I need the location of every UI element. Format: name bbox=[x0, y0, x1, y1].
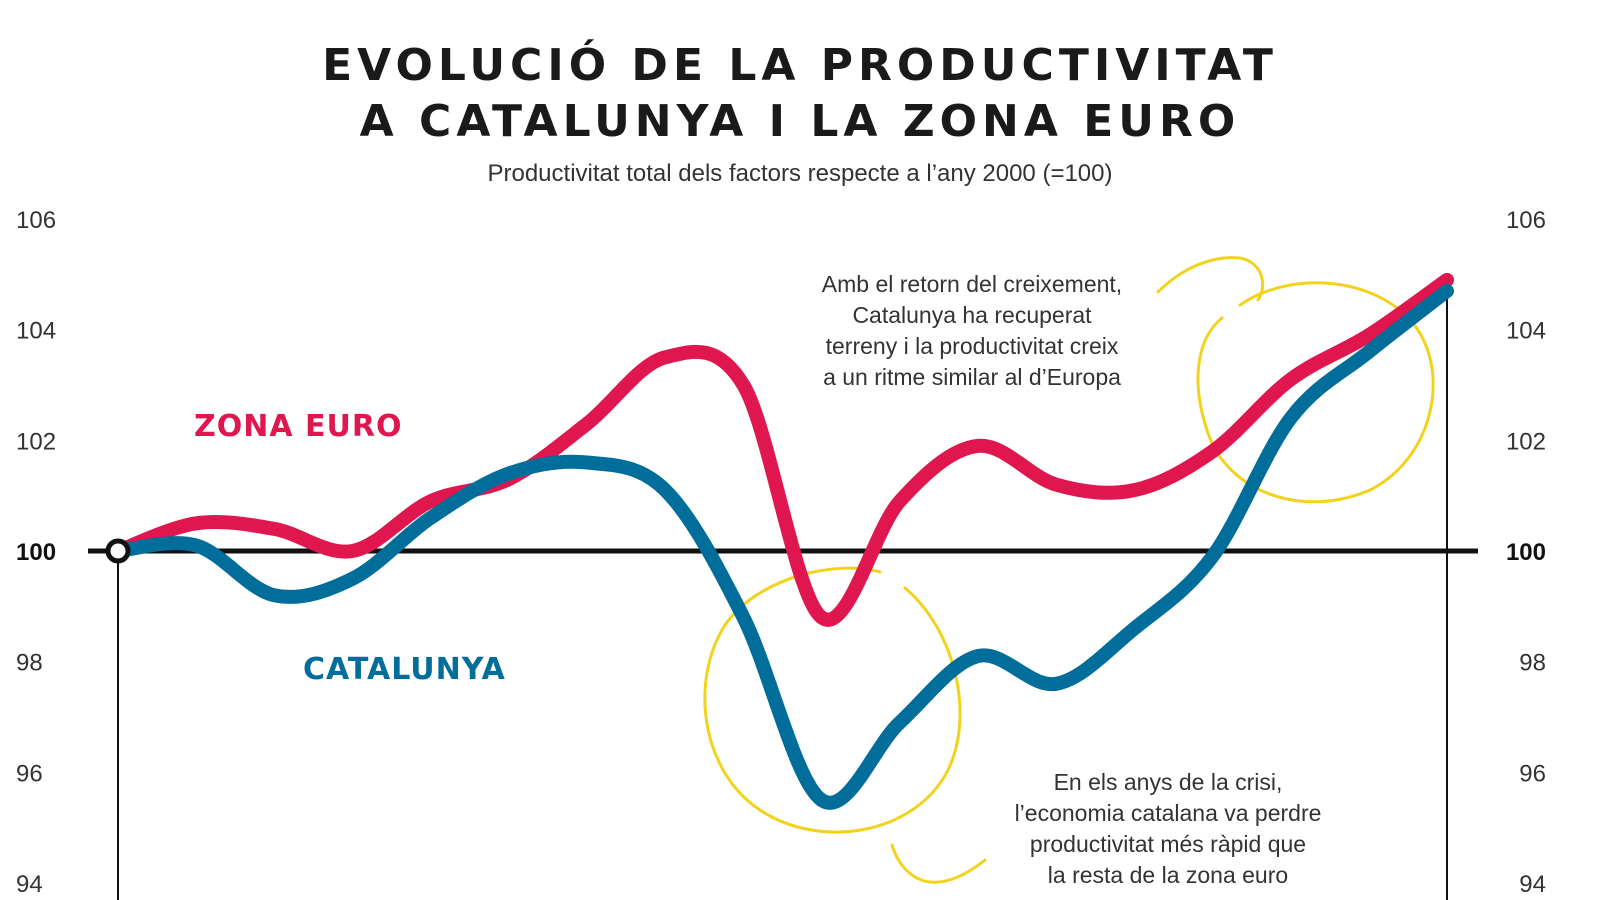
chart-subtitle: Productivitat total dels factors respect… bbox=[487, 160, 1113, 187]
y-tick-right-94: 94 bbox=[1519, 871, 1546, 898]
y-tick-left-106: 106 bbox=[16, 207, 56, 234]
crisis-highlight-tail bbox=[890, 843, 987, 884]
series-line-zona-euro bbox=[111, 272, 1454, 627]
chart-title: EVOLUCIÓ DE LA PRODUCTIVITAT A CATALUNYA… bbox=[0, 38, 1600, 150]
annotation-recovery: Amb el retorn del creixement, Catalunya h… bbox=[822, 271, 1122, 390]
recovery-highlight-tail bbox=[1156, 256, 1265, 302]
series-lines bbox=[105, 272, 1454, 810]
y-tick-left-96: 96 bbox=[16, 760, 43, 787]
chart-labels: ZONA EURO CATALUNYA Amb el retorn del crei… bbox=[194, 271, 1321, 888]
annotation-recovery-line-4: a un ritme similar al d’Europa bbox=[823, 364, 1121, 390]
y-tick-right-98: 98 bbox=[1519, 650, 1546, 677]
annotation-recovery-line-3: terreny i la productivitat creix bbox=[826, 333, 1119, 359]
origin-marker bbox=[105, 538, 131, 564]
chart-axes: 94 94 96 96 98 98 100 100 102 102 104 104 106 106 bbox=[16, 207, 1546, 900]
y-tick-left-100: 100 bbox=[16, 539, 56, 566]
chart-title-line-1: EVOLUCIÓ DE LA PRODUCTIVITAT bbox=[322, 40, 1278, 91]
y-tick-left-104: 104 bbox=[16, 318, 56, 345]
series-label-catalunya: CATALUNYA bbox=[303, 652, 506, 687]
y-tick-right-104: 104 bbox=[1506, 318, 1546, 345]
crisis-highlight-circle bbox=[703, 566, 962, 834]
y-tick-left-102: 102 bbox=[16, 428, 56, 455]
chart-title-line-2: A CATALUNYA I LA ZONA EURO bbox=[359, 96, 1241, 147]
series-line-catalunya bbox=[111, 283, 1454, 810]
y-tick-right-96: 96 bbox=[1519, 760, 1546, 787]
highlight-circles bbox=[703, 256, 1435, 884]
annotation-crisis-line-3: productivitat més ràpid que bbox=[1030, 831, 1306, 857]
y-tick-left-98: 98 bbox=[16, 650, 43, 677]
annotation-crisis-line-2: l’economia catalana va perdre bbox=[1015, 800, 1322, 826]
y-tick-right-100: 100 bbox=[1506, 539, 1546, 566]
annotation-crisis-line-1: En els anys de la crisi, bbox=[1054, 769, 1283, 795]
y-tick-left-94: 94 bbox=[16, 871, 43, 898]
annotation-crisis-line-4: la resta de la zona euro bbox=[1048, 862, 1288, 888]
annotation-recovery-line-1: Amb el retorn del creixement, bbox=[822, 271, 1122, 297]
series-label-zona-euro: ZONA EURO bbox=[194, 409, 402, 444]
recovery-highlight-circle bbox=[1196, 281, 1435, 504]
annotation-crisis: En els anys de la crisi, l’economia catal… bbox=[1015, 769, 1322, 888]
y-tick-right-102: 102 bbox=[1506, 428, 1546, 455]
y-tick-right-106: 106 bbox=[1506, 207, 1546, 234]
annotation-recovery-line-2: Catalunya ha recuperat bbox=[852, 302, 1092, 328]
